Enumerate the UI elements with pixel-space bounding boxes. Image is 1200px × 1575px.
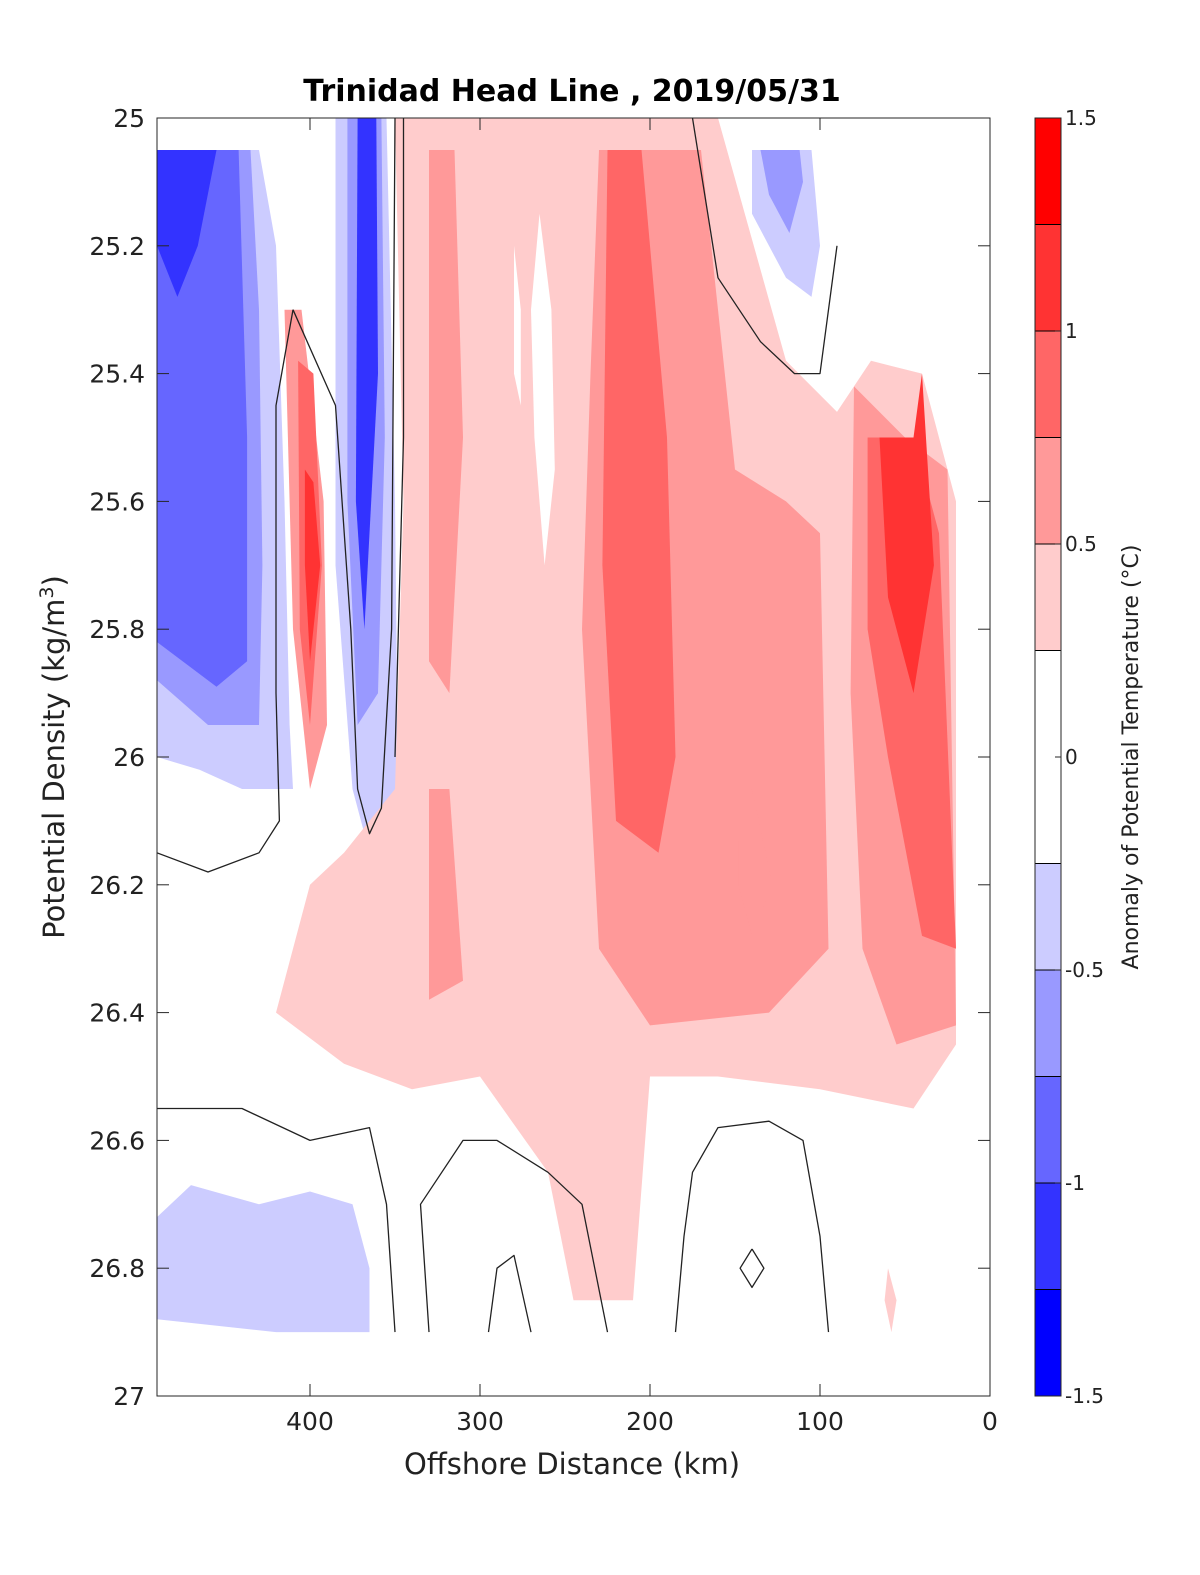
y-tick-label: 27 [113, 1382, 145, 1411]
colorbar-band [1035, 437, 1061, 545]
y-axis-label-main: Potential Density (kg/m [37, 599, 71, 939]
y-axis-label-suffix: ) [37, 575, 71, 586]
y-tick-label: 25.4 [89, 360, 145, 389]
contour-region-15 [879, 373, 934, 694]
contour-line-3 [394, 118, 405, 758]
y-tick-label: 26.2 [89, 871, 145, 900]
y-tick-label: 26 [113, 743, 145, 772]
contour-line-1 [157, 309, 294, 873]
contour-region-4 [157, 150, 217, 297]
colorbar-label: Anomaly of Potential Temperature (°C) [1119, 545, 1144, 970]
colorbar-tick-label: 0.5 [1065, 532, 1097, 556]
x-tick-label: 100 [796, 1407, 844, 1436]
contour-region-20 [884, 1268, 897, 1333]
colorbar-tick-label: 1 [1065, 319, 1078, 343]
x-tick-label: 400 [286, 1407, 334, 1436]
contour-region-16 [738, 789, 773, 936]
colorbar-band [1035, 970, 1061, 1077]
colorbar-band [1035, 1076, 1061, 1184]
y-tick-label: 26.8 [89, 1254, 145, 1283]
contour-line-2 [292, 118, 396, 835]
contour-region-19 [304, 469, 321, 662]
colorbar-tick-label: -1 [1065, 1171, 1085, 1195]
y-tick-label: 26.6 [89, 1126, 145, 1155]
y-tick-label: 25.2 [89, 232, 145, 261]
x-axis-ticks: 400 300 200 100 0 [286, 118, 998, 1436]
x-tick-label: 200 [626, 1407, 674, 1436]
colorbar: -1.5 -1 -0.5 0 0.5 1 1.5 [1034, 106, 1104, 1408]
contour-line-5 [157, 1107, 396, 1333]
x-axis-label: Offshore Distance (km) [404, 1447, 740, 1481]
x-tick-label: 300 [456, 1407, 504, 1436]
y-axis-ticks: 25 25.2 25.4 25.6 25.8 26 26.2 26.4 26.6 26.8 27 [89, 104, 990, 1411]
colorbar-tick-label: 1.5 [1065, 106, 1097, 130]
contour-region-25 [760, 150, 803, 233]
contour-region-9 [429, 150, 463, 694]
y-tick-label: 26.4 [89, 999, 145, 1028]
contour-line-4 [691, 118, 838, 375]
y-tick-label: 25.8 [89, 615, 145, 644]
colorbar-band [1035, 1183, 1061, 1290]
contour-region-21 [531, 213, 555, 566]
colorbar-band [1035, 118, 1061, 225]
contour-line-8 [674, 1120, 830, 1333]
chart-title: Trinidad Head Line , 2019/05/31 [303, 74, 840, 109]
colorbar-tick-label: 0 [1065, 745, 1078, 769]
y-tick-label: 25 [113, 104, 145, 133]
colorbar-band [1035, 863, 1061, 971]
contour-fills [157, 118, 956, 1333]
contour-region-23 [157, 1185, 370, 1333]
y-axis-label: Potential Density (kg/m3) [36, 575, 71, 939]
contour-region-22 [514, 245, 521, 406]
colorbar-band [1035, 331, 1061, 438]
colorbar-band [1035, 224, 1061, 332]
contour-line-7 [487, 1254, 532, 1333]
colorbar-tick-label: -1.5 [1065, 1384, 1104, 1408]
colorbar-band [1035, 1289, 1061, 1397]
x-tick-label: 0 [982, 1407, 998, 1436]
contour-lines [157, 118, 838, 1333]
contour-region-7 [355, 118, 378, 630]
contour-region-12 [602, 150, 676, 853]
colorbar-tick-label: -0.5 [1065, 958, 1104, 982]
y-tick-label: 25.6 [89, 487, 145, 516]
contour-line-6 [419, 1139, 609, 1333]
contour-region-10 [429, 789, 463, 1000]
contour-line-9 [739, 1248, 765, 1289]
y-axis-label-superscript: 3 [36, 586, 58, 598]
colorbar-band [1035, 544, 1061, 651]
